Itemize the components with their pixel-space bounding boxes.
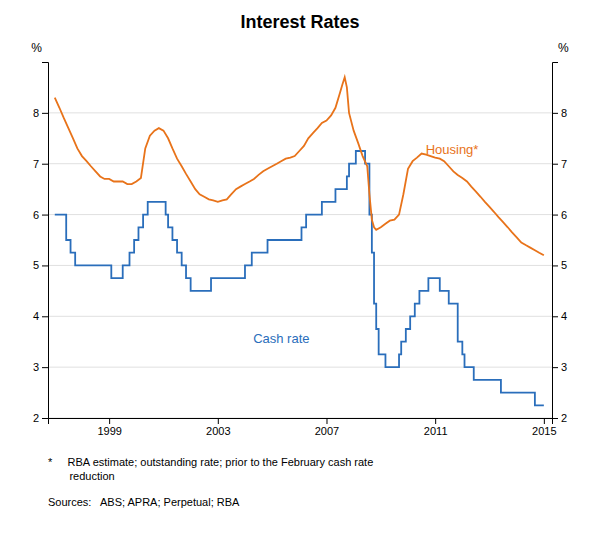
tick: 3 [552, 361, 567, 373]
tick: 4 [552, 310, 567, 322]
y-axis-label: % [31, 41, 42, 55]
tick: 5 [552, 259, 567, 271]
tick: 8 [33, 107, 48, 119]
grid-line [48, 112, 552, 113]
grid-line [48, 214, 552, 215]
plot-area: 1999 2003 2007 2011 2015 2 3 4 5 6 7 8 2 3 4 5 6 7 8 Cash r… [31, 41, 569, 437]
tick-label: 8 [561, 107, 567, 119]
tick: 2 [552, 412, 567, 424]
tick-label: 8 [33, 107, 39, 119]
tick-mark [552, 164, 558, 165]
footnote-line: reduction [48, 470, 115, 482]
footnote-line: * RBA estimate; outstanding rate; prior … [48, 456, 373, 468]
tick-mark [552, 316, 558, 317]
annotations: Cash rate Housing* [253, 142, 478, 345]
tick-label: 1999 [97, 425, 121, 437]
tick: 2003 [206, 418, 230, 437]
tick-label: 2007 [315, 425, 339, 437]
y2-axis-label: % [558, 41, 569, 55]
tick-label: 6 [561, 209, 567, 221]
tick: 6 [33, 209, 48, 221]
title: Interest Rates [240, 12, 359, 32]
tick-label: 6 [33, 209, 39, 221]
tick-mark [544, 418, 545, 424]
x-axis: 1999 2003 2007 2011 2015 [49, 418, 557, 437]
tick-mark [42, 316, 48, 317]
footnote: * RBA estimate; outstanding rate; prior … [48, 456, 373, 482]
footnote: Sources: ABS; APRA; Perpetual; RBA [48, 496, 240, 508]
tick-mark [552, 265, 558, 266]
tick: 7 [552, 158, 567, 170]
tick: 5 [33, 259, 48, 271]
chart: 1999 2003 2007 2011 2015 2 3 4 5 6 7 8 2 3 4 5 6 7 8 Cash r… [0, 0, 600, 548]
tick-label: 4 [561, 310, 567, 322]
tick-mark [109, 418, 110, 424]
tick-mark [42, 215, 48, 216]
tick-label: 2003 [206, 425, 230, 437]
grid-line [48, 367, 552, 368]
tick-mark [435, 418, 436, 424]
tick-mark [552, 418, 558, 419]
tick-mark [42, 265, 48, 266]
tick-mark [552, 367, 558, 368]
grid [48, 113, 552, 418]
tick: 2011 [424, 418, 448, 437]
tick-label: 2011 [424, 425, 448, 437]
lines [55, 77, 544, 405]
tick-mark [218, 418, 219, 424]
tick-mark [552, 113, 558, 114]
tick: 4 [33, 310, 48, 322]
tick-mark [326, 418, 327, 424]
tick: 7 [33, 158, 48, 170]
footnote-line: Sources: ABS; APRA; Perpetual; RBA [48, 496, 240, 508]
tick-label: 7 [33, 158, 39, 170]
tick: 3 [33, 361, 48, 373]
tick: 2015 [532, 418, 556, 437]
tick-mark [42, 367, 48, 368]
tick-label: 3 [561, 361, 567, 373]
tick-label: 4 [33, 310, 39, 322]
tick-label: 7 [561, 158, 567, 170]
tick-label: 3 [33, 361, 39, 373]
line-label: Housing* [426, 142, 479, 157]
series-line [55, 77, 544, 255]
tick-mark [552, 215, 558, 216]
axis-line [49, 419, 553, 425]
tick-label: 2 [561, 412, 567, 424]
line-label: Cash rate [253, 331, 309, 346]
tick: 6 [552, 209, 567, 221]
axis-line [553, 63, 559, 419]
series-line [55, 151, 544, 405]
tick-mark [42, 164, 48, 165]
axis-line [42, 63, 49, 419]
tick: 1999 [97, 418, 121, 437]
tick: 2 [33, 412, 48, 424]
tick-label: 2 [33, 412, 39, 424]
tick: 2007 [315, 418, 339, 437]
y2-axis: 2 3 4 5 6 7 8 [552, 63, 567, 425]
tick: 8 [552, 107, 567, 119]
grid-line [48, 316, 552, 317]
y-axis: 2 3 4 5 6 7 8 [33, 63, 49, 425]
tick-label: 5 [561, 259, 567, 271]
grid-line [48, 163, 552, 164]
tick-mark [42, 418, 48, 419]
tick-mark [42, 113, 48, 114]
tick-label: 2015 [532, 425, 556, 437]
tick-label: 5 [33, 259, 39, 271]
